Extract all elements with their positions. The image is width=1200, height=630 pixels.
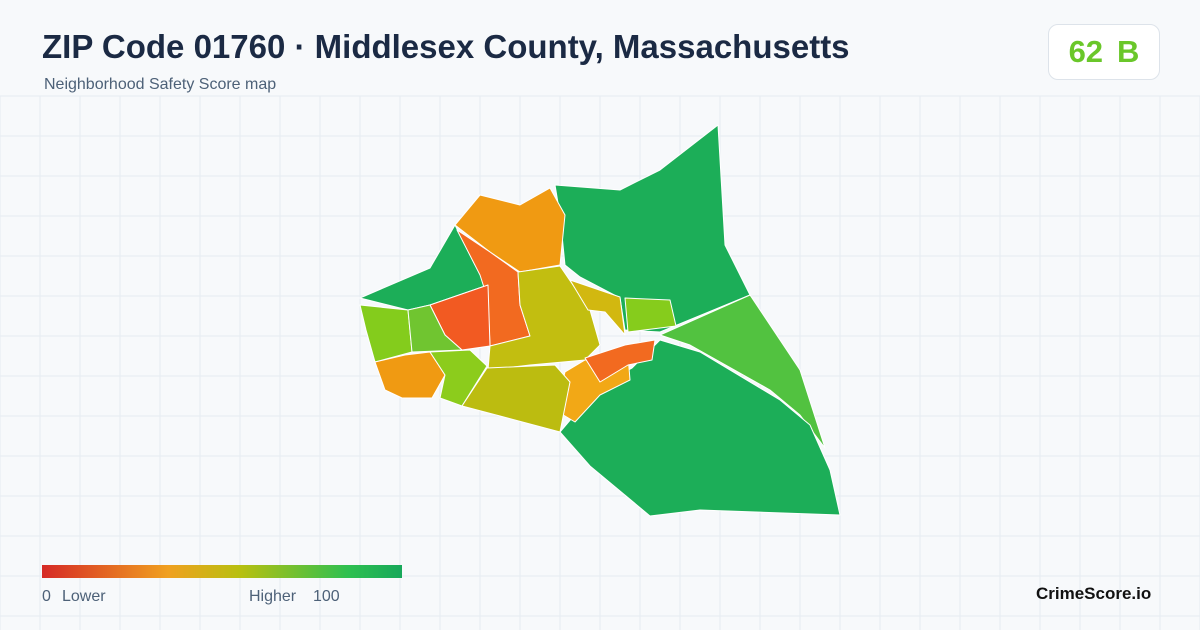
grade: B <box>1117 34 1140 69</box>
region <box>374 351 446 399</box>
region <box>569 279 626 336</box>
legend-low: Lower <box>62 588 106 605</box>
neighborhoods <box>359 124 841 517</box>
region <box>554 124 751 333</box>
legend-high: Higher <box>249 588 297 605</box>
legend-bar <box>42 565 402 578</box>
legend-min: 0 <box>42 588 51 605</box>
region <box>584 339 656 383</box>
legend-max: 100 <box>313 588 340 605</box>
region <box>559 339 841 517</box>
subtitle: Neighborhood Safety Score map <box>44 76 277 93</box>
brand: CrimeScore.io <box>1036 584 1152 603</box>
region <box>359 304 413 363</box>
score: 62 <box>1068 34 1104 69</box>
score-badge: 62 B <box>1048 24 1160 80</box>
region <box>407 304 463 353</box>
region <box>624 297 677 333</box>
region <box>461 364 571 433</box>
title: ZIP Code 01760 · Middlesex County, Massa… <box>42 28 850 65</box>
